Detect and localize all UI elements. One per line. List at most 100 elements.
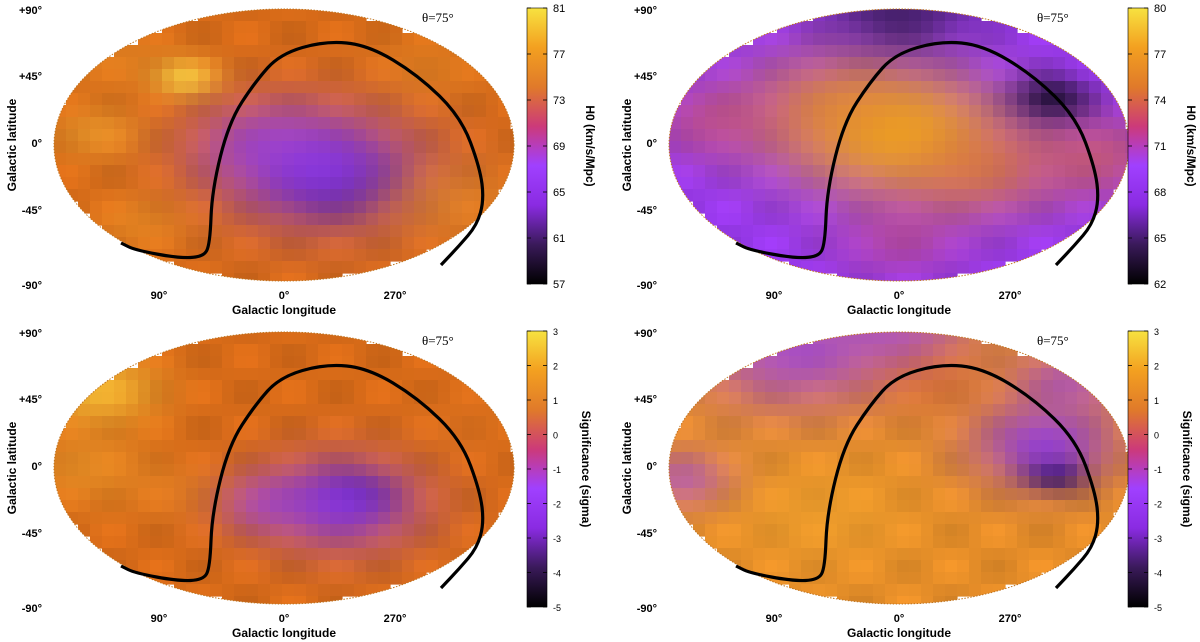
sky-pixel xyxy=(777,380,790,393)
x-axis-label: Galactic longitude xyxy=(847,626,951,640)
sky-pixel xyxy=(861,356,874,369)
sky-pixel xyxy=(450,69,463,82)
sky-pixel xyxy=(462,392,475,405)
sky-pixel xyxy=(342,428,355,441)
sky-pixel xyxy=(498,452,511,465)
sky-pixel xyxy=(354,356,367,369)
sky-pixel xyxy=(1065,368,1078,381)
sky-pixel xyxy=(1041,69,1054,82)
sky-pixel xyxy=(342,464,355,477)
sky-pixel xyxy=(150,45,163,58)
sky-pixel xyxy=(1101,105,1114,118)
sky-pixel xyxy=(753,81,766,94)
sky-pixel xyxy=(150,560,163,573)
sky-pixel xyxy=(837,57,850,70)
sky-pixel xyxy=(114,129,127,142)
sky-pixel xyxy=(873,440,886,453)
sky-pixel xyxy=(933,440,946,453)
sky-pixel xyxy=(438,560,451,573)
sky-pixel xyxy=(933,153,946,166)
sky-pixel xyxy=(1053,368,1066,381)
sky-pixel xyxy=(414,452,427,465)
sky-pixel xyxy=(246,452,259,465)
sky-pixel xyxy=(90,69,103,82)
sky-pixel xyxy=(777,141,790,154)
sky-pixel xyxy=(741,201,754,214)
sky-pixel xyxy=(981,560,994,573)
sky-pixel xyxy=(438,129,451,142)
sky-pixel xyxy=(306,536,319,549)
sky-pixel xyxy=(222,356,235,369)
sky-pixel xyxy=(330,596,343,604)
sky-pixel xyxy=(681,452,694,465)
sky-pixel xyxy=(402,81,415,94)
sky-pixel xyxy=(306,57,319,70)
sky-pixel xyxy=(378,165,391,178)
sky-pixel xyxy=(486,117,499,130)
sky-pixel xyxy=(54,117,67,130)
sky-pixel xyxy=(354,69,367,82)
sky-pixel xyxy=(354,105,367,118)
sky-pixel xyxy=(861,273,874,281)
sky-pixel xyxy=(705,428,718,441)
sky-pixel xyxy=(174,452,187,465)
sky-pixel xyxy=(777,344,790,357)
panel-significance-bottom-right: θ=75° +90° +45° 0° -45° -90° 90° 0° 270°… xyxy=(620,327,1194,640)
sky-pixel xyxy=(885,189,898,202)
sky-pixel xyxy=(354,57,367,70)
sky-pixel xyxy=(378,380,391,393)
sky-pixel xyxy=(258,249,271,262)
sky-pixel xyxy=(897,500,910,513)
sky-pixel xyxy=(1017,141,1030,154)
sky-pixel xyxy=(693,488,706,501)
sky-pixel xyxy=(282,416,295,429)
sky-pixel xyxy=(186,428,199,441)
sky-pixel xyxy=(414,177,427,190)
sky-pixel xyxy=(270,273,283,281)
sky-pixel xyxy=(741,404,754,417)
sky-pixel xyxy=(1041,201,1054,214)
sky-pixel xyxy=(258,93,271,106)
sky-pixel xyxy=(126,57,139,70)
sky-pixel xyxy=(306,249,319,262)
sky-pixel xyxy=(693,452,706,465)
sky-pixel xyxy=(945,404,958,417)
sky-pixel xyxy=(342,21,355,34)
sky-pixel xyxy=(885,464,898,477)
sky-pixel xyxy=(306,452,319,465)
sky-pixel xyxy=(909,464,922,477)
xtick-label: 270° xyxy=(999,613,1022,625)
sky-pixel xyxy=(174,189,187,202)
sky-pixel xyxy=(114,69,127,82)
sky-pixel xyxy=(282,560,295,573)
sky-pixel xyxy=(138,476,151,489)
sky-pixel xyxy=(402,105,415,118)
sky-pixel xyxy=(330,404,343,417)
sky-pixel xyxy=(717,105,730,118)
sky-pixel xyxy=(1089,189,1102,202)
sky-pixel xyxy=(222,69,235,82)
sky-pixel xyxy=(1005,165,1018,178)
sky-pixel xyxy=(294,9,307,22)
sky-pixel xyxy=(837,153,850,166)
sky-pixel xyxy=(969,512,982,525)
sky-pixel xyxy=(861,237,874,250)
sky-pixel xyxy=(318,261,331,274)
sky-pixel xyxy=(1005,524,1018,537)
sky-pixel xyxy=(981,57,994,70)
sky-pixel xyxy=(1029,512,1042,525)
sky-pixel xyxy=(1065,512,1078,525)
sky-pixel xyxy=(366,153,379,166)
ytick-label: -45° xyxy=(637,528,657,540)
sky-pixel xyxy=(354,117,367,130)
sky-pixel xyxy=(957,69,970,82)
sky-pixel xyxy=(438,428,451,441)
colorbar-tick-label: -1 xyxy=(1154,465,1162,475)
sky-pixel xyxy=(885,476,898,489)
sky-pixel xyxy=(1005,141,1018,154)
sky-pixel xyxy=(258,548,271,561)
sky-pixel xyxy=(729,392,742,405)
sky-pixel xyxy=(945,189,958,202)
sky-pixel xyxy=(945,560,958,573)
